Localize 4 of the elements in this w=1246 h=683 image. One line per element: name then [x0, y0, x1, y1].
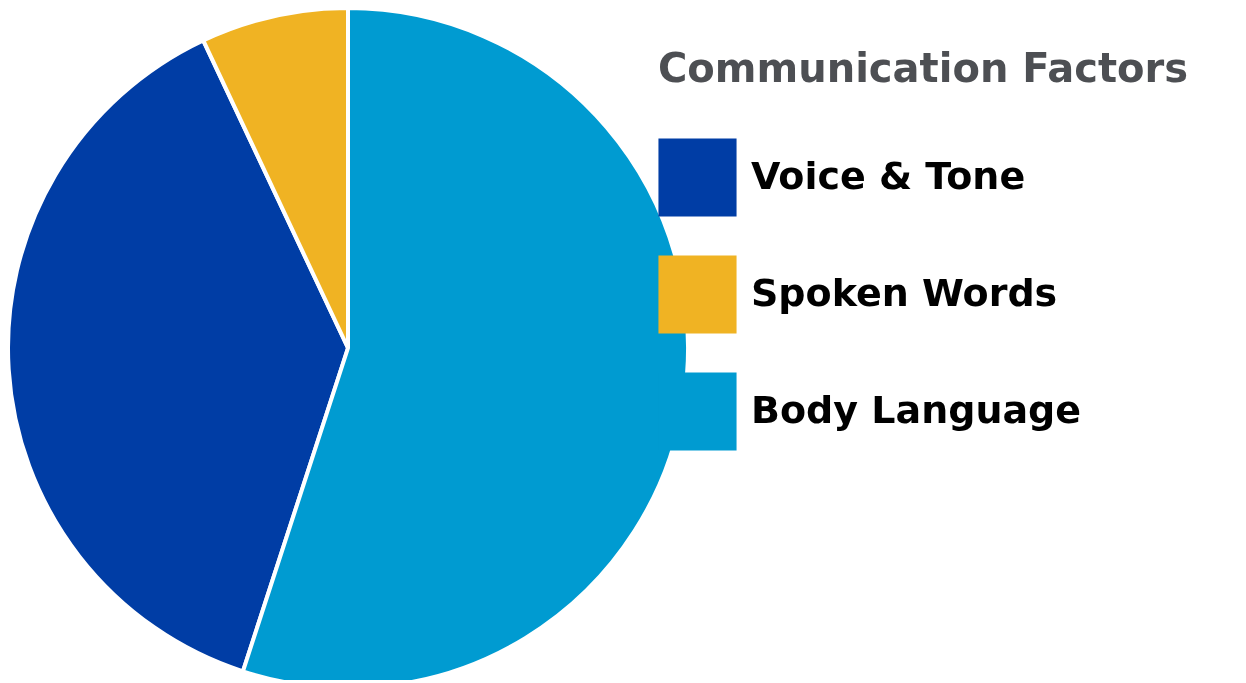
- legend-label: Spoken Words: [751, 270, 1058, 315]
- legend-label: Voice & Tone: [751, 153, 1026, 198]
- legend-title: Communication Factors: [658, 45, 1189, 91]
- legend-label: Body Language: [751, 387, 1082, 432]
